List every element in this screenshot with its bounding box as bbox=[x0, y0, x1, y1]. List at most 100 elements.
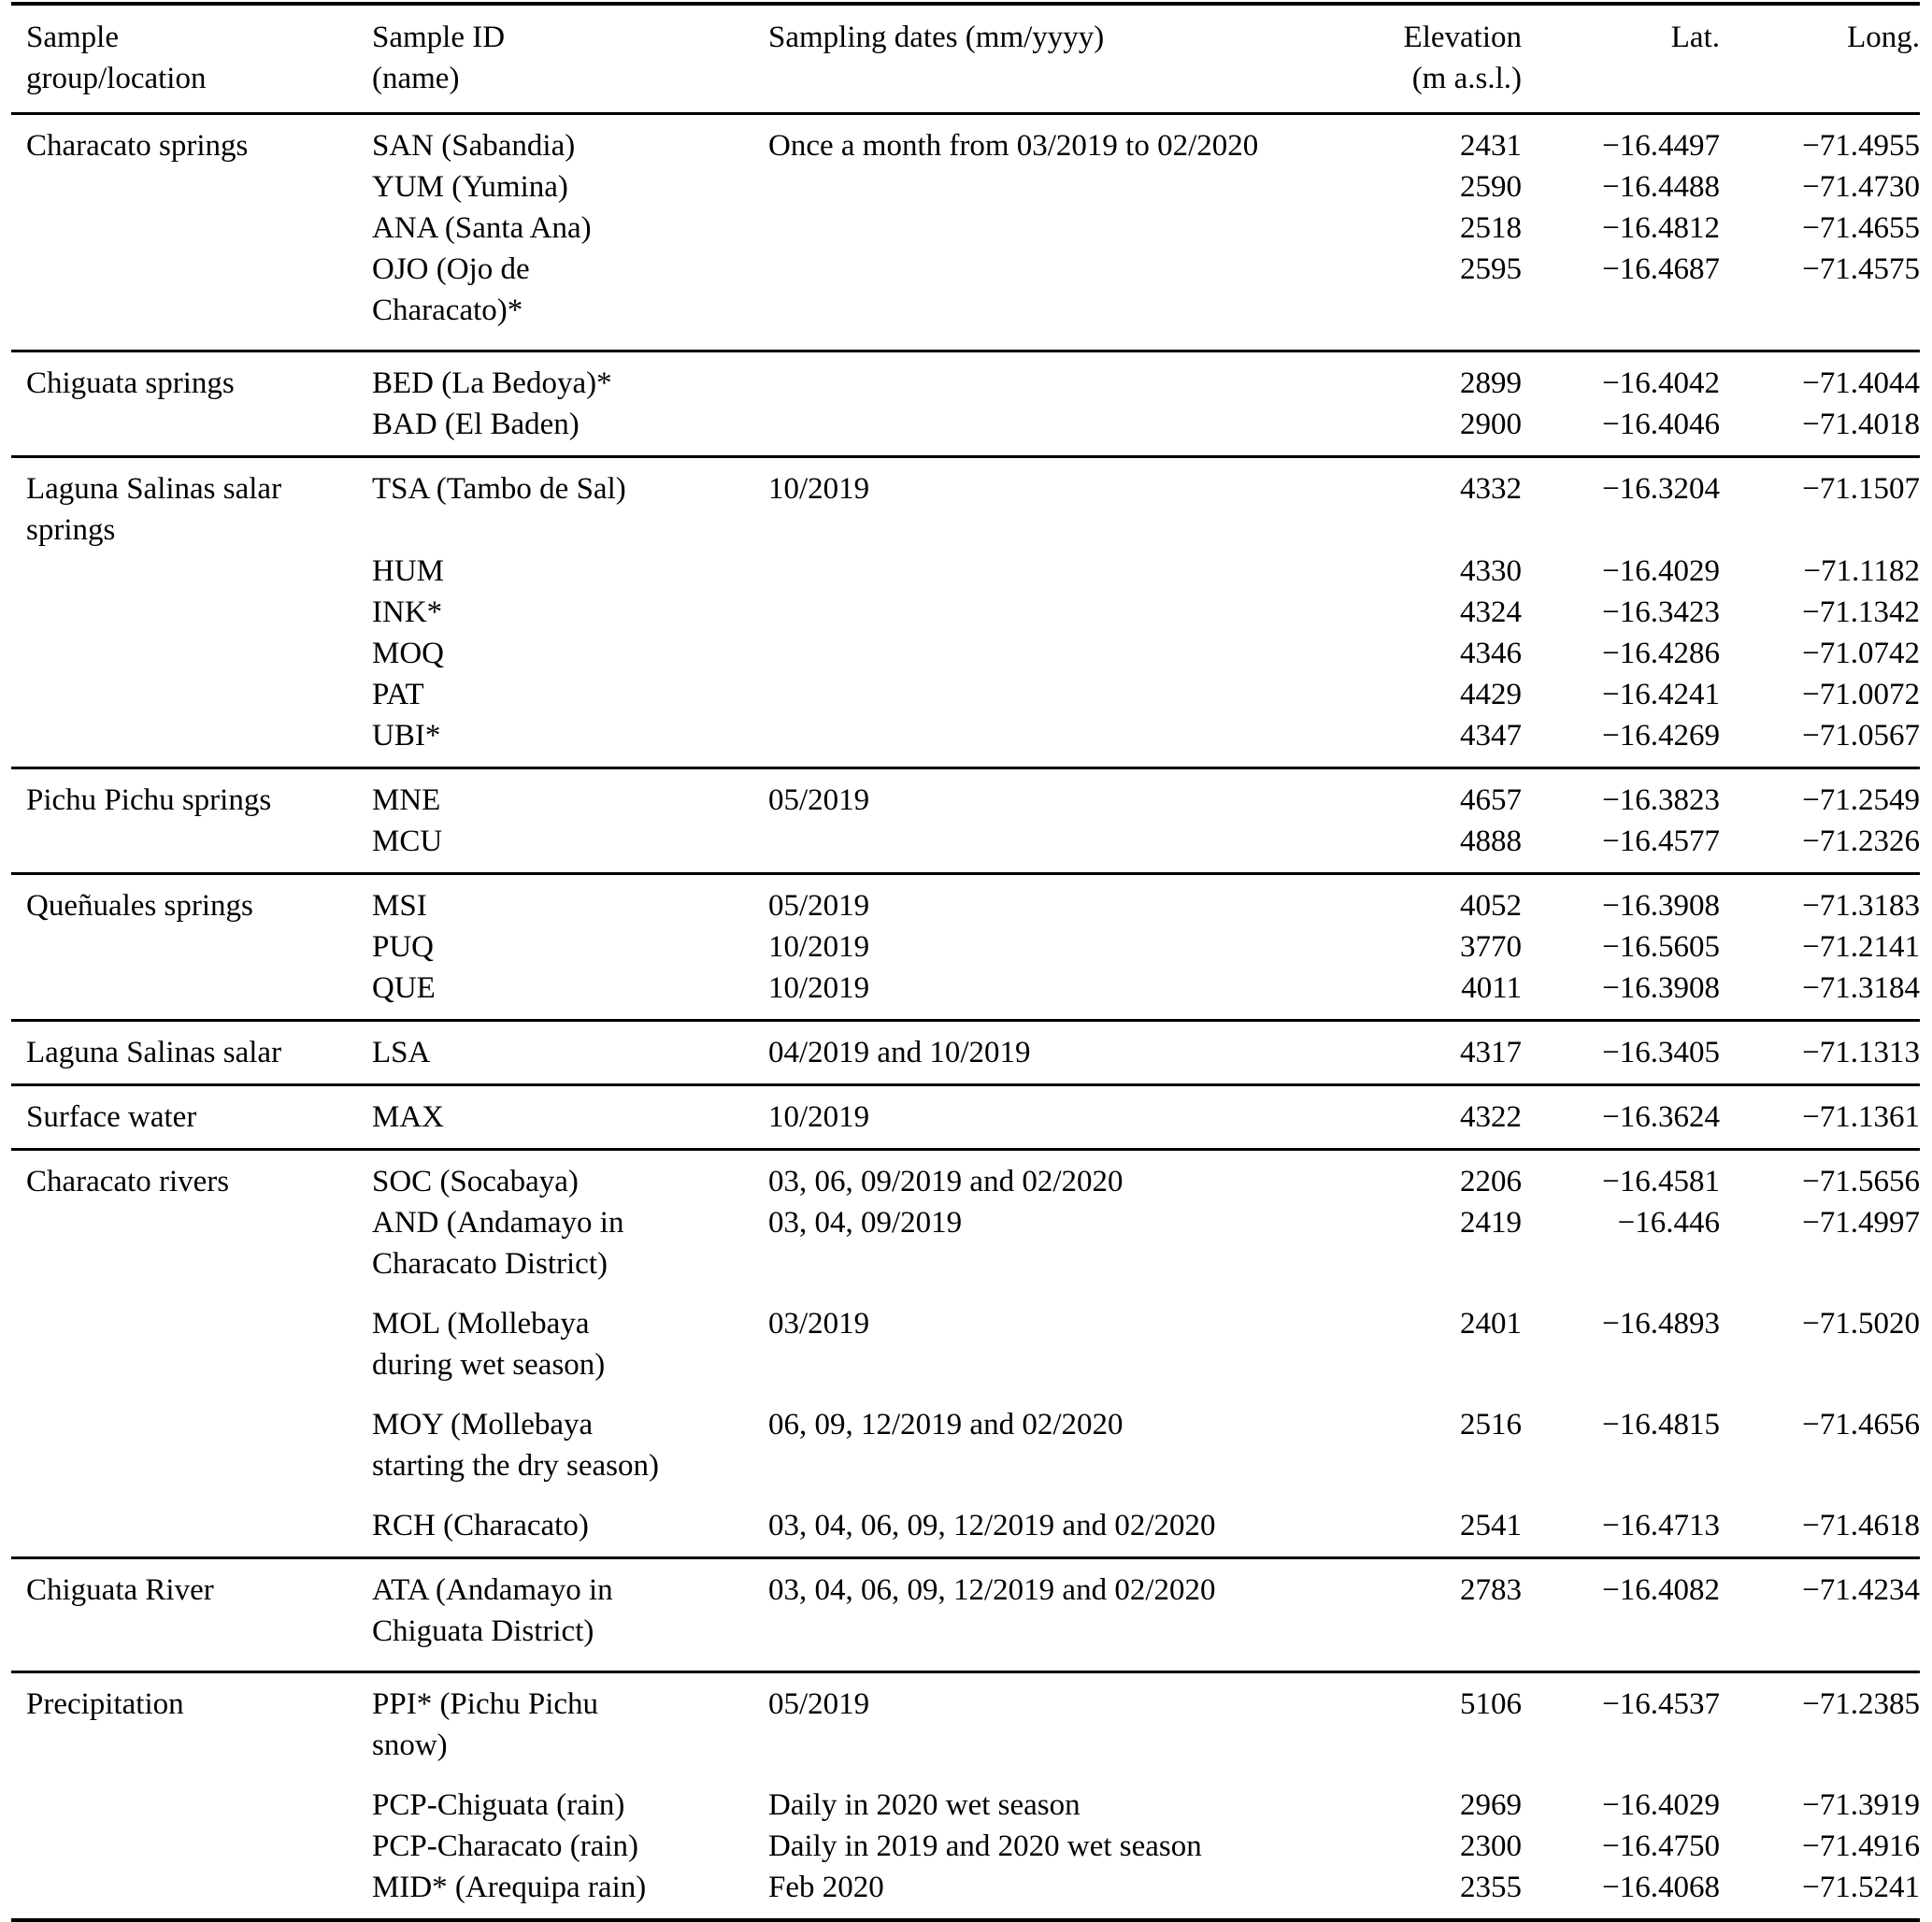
header-long: Long. bbox=[1720, 4, 1920, 115]
table-row: MID* (Arequipa rain) Feb 2020 2355 −16.4… bbox=[11, 1867, 1920, 1920]
cell-long: −71.2549 bbox=[1802, 783, 1920, 817]
cell-elevation: 4052 bbox=[1460, 889, 1522, 923]
sample-group-section: Laguna Salinas salar springs TSA (Tambo … bbox=[11, 456, 1920, 768]
cell-sample-group: Queñuales springs bbox=[26, 889, 253, 923]
cell-long: −71.4044 bbox=[1802, 366, 1920, 400]
cell-sampling-dates: Daily in 2019 and 2020 wet season bbox=[768, 1829, 1202, 1863]
cell-long: −71.1342 bbox=[1802, 595, 1920, 629]
cell-elevation: 2969 bbox=[1460, 1788, 1522, 1822]
cell-sampling-dates: Daily in 2020 wet season bbox=[768, 1788, 1080, 1822]
cell-lat: −16.4497 bbox=[1602, 129, 1720, 163]
cell-long: −71.4655 bbox=[1802, 211, 1920, 245]
cell-elevation: 4657 bbox=[1460, 783, 1522, 817]
cell-sample-id: BED (La Bedoya)* bbox=[372, 366, 612, 400]
cell-sample-id: OJO (Ojo de Characato)* bbox=[372, 252, 530, 327]
table-row: PUQ 10/2019 3770 −16.5605 −71.2141 bbox=[11, 926, 1920, 968]
table-row: ANA (Santa Ana) 2518 −16.4812 −71.4655 bbox=[11, 208, 1920, 249]
cell-sample-id: PPI* (Pichu Pichu snow) bbox=[372, 1687, 599, 1762]
table-row: Laguna Salinas salar LSA 04/2019 and 10/… bbox=[11, 1021, 1920, 1085]
table-row: PCP-Characato (rain) Daily in 2019 and 2… bbox=[11, 1826, 1920, 1867]
cell-sample-group bbox=[11, 1404, 359, 1505]
cell-lat: −16.3204 bbox=[1602, 472, 1720, 506]
cell-long: −71.1361 bbox=[1802, 1100, 1920, 1134]
cell-elevation: 4324 bbox=[1460, 595, 1522, 629]
sample-group-section: Queñuales springs MSI 05/2019 4052 −16.3… bbox=[11, 873, 1920, 1021]
cell-elevation: 2783 bbox=[1460, 1573, 1522, 1607]
cell-long: −71.0072 bbox=[1802, 678, 1920, 711]
cell-sample-group bbox=[11, 551, 359, 592]
sample-group-section: Chiguata River ATA (Andamayo in Chiguata… bbox=[11, 1557, 1920, 1672]
table-row: Surface water MAX 10/2019 4322 −16.3624 … bbox=[11, 1085, 1920, 1150]
cell-elevation: 2516 bbox=[1460, 1408, 1522, 1442]
table-row: MCU 4888 −16.4577 −71.2326 bbox=[11, 821, 1920, 874]
table-row: QUE 10/2019 4011 −16.3908 −71.3184 bbox=[11, 968, 1920, 1021]
table-header: Sample group/location Sample ID (name) S… bbox=[11, 4, 1920, 115]
cell-sample-group bbox=[11, 633, 359, 674]
cell-elevation: 2419 bbox=[1460, 1206, 1522, 1240]
cell-sampling-dates: 06, 09, 12/2019 and 02/2020 bbox=[768, 1408, 1123, 1442]
cell-sample-group bbox=[11, 1303, 359, 1404]
cell-sampling-dates bbox=[755, 633, 1321, 674]
table-row: PCP-Chiguata (rain) Daily in 2020 wet se… bbox=[11, 1785, 1920, 1826]
cell-elevation: 4011 bbox=[1461, 971, 1522, 1005]
cell-long: −71.2326 bbox=[1802, 825, 1920, 858]
cell-sample-id: TSA (Tambo de Sal) bbox=[372, 472, 626, 506]
table-row: Precipitation PPI* (Pichu Pichu snow) 05… bbox=[11, 1672, 1920, 1786]
cell-sampling-dates bbox=[755, 351, 1321, 405]
cell-sample-id: RCH (Characato) bbox=[372, 1509, 589, 1542]
cell-sampling-dates: Feb 2020 bbox=[768, 1871, 884, 1904]
cell-sample-group bbox=[11, 674, 359, 715]
cell-sampling-dates bbox=[755, 551, 1321, 592]
table-row: MOL (Mollebaya during wet season) 03/201… bbox=[11, 1303, 1920, 1404]
cell-sample-id: SOC (Socabaya) bbox=[372, 1165, 579, 1198]
cell-sample-id: UBI* bbox=[372, 719, 441, 753]
table-row: PAT 4429 −16.4241 −71.0072 bbox=[11, 674, 1920, 715]
cell-sampling-dates: 10/2019 bbox=[768, 971, 870, 1005]
cell-lat: −16.4581 bbox=[1602, 1165, 1720, 1198]
sample-group-section: Surface water MAX 10/2019 4322 −16.3624 … bbox=[11, 1084, 1920, 1150]
cell-sampling-dates: 10/2019 bbox=[768, 930, 870, 964]
cell-sample-id: PAT bbox=[372, 678, 424, 711]
cell-lat: −16.4286 bbox=[1602, 637, 1720, 670]
cell-long: −71.0567 bbox=[1802, 719, 1920, 753]
table-row: Characato rivers SOC (Socabaya) 03, 06, … bbox=[11, 1150, 1920, 1203]
cell-elevation: 4346 bbox=[1460, 637, 1522, 670]
cell-sampling-dates bbox=[755, 404, 1321, 457]
header-sample-id: Sample ID (name) bbox=[359, 4, 755, 115]
cell-elevation: 2541 bbox=[1460, 1509, 1522, 1542]
cell-sample-id: LSA bbox=[372, 1036, 431, 1069]
cell-lat: −16.4537 bbox=[1602, 1687, 1720, 1721]
cell-long: −71.5656 bbox=[1802, 1165, 1920, 1198]
cell-sample-id: HUM bbox=[372, 554, 445, 588]
cell-sample-group bbox=[11, 1785, 359, 1826]
cell-long: −71.1182 bbox=[1803, 554, 1920, 588]
cell-sampling-dates: 05/2019 bbox=[768, 783, 870, 817]
cell-sampling-dates bbox=[755, 592, 1321, 633]
cell-sample-id: MNE bbox=[372, 783, 441, 817]
cell-sample-group bbox=[11, 208, 359, 249]
cell-long: −71.1313 bbox=[1802, 1036, 1920, 1069]
cell-lat: −16.4068 bbox=[1602, 1871, 1720, 1904]
cell-sample-group bbox=[11, 968, 359, 1021]
cell-sampling-dates: 03/2019 bbox=[768, 1307, 870, 1341]
cell-lat: −16.4241 bbox=[1602, 678, 1720, 711]
cell-elevation: 2518 bbox=[1460, 211, 1522, 245]
sample-group-section: Pichu Pichu springs MNE 05/2019 4657 −16… bbox=[11, 767, 1920, 874]
cell-lat: −16.4713 bbox=[1602, 1509, 1720, 1542]
cell-elevation: 5106 bbox=[1460, 1687, 1522, 1721]
cell-long: −71.4018 bbox=[1802, 408, 1920, 441]
cell-lat: −16.4893 bbox=[1602, 1307, 1720, 1341]
cell-lat: −16.4687 bbox=[1602, 252, 1720, 286]
header-sample-group: Sample group/location bbox=[11, 4, 359, 115]
cell-elevation: 2590 bbox=[1460, 170, 1522, 204]
cell-sample-group: Precipitation bbox=[26, 1687, 184, 1721]
cell-sample-id: QUE bbox=[372, 971, 436, 1005]
cell-elevation: 4322 bbox=[1460, 1100, 1522, 1134]
cell-sample-id: PCP-Characato (rain) bbox=[372, 1829, 638, 1863]
cell-sample-group: Chiguata River bbox=[26, 1573, 214, 1607]
sample-group-section: Characato rivers SOC (Socabaya) 03, 06, … bbox=[11, 1149, 1920, 1558]
cell-lat: −16.4082 bbox=[1602, 1573, 1720, 1607]
cell-sampling-dates: 05/2019 bbox=[768, 889, 870, 923]
cell-sample-id: INK* bbox=[372, 595, 443, 629]
cell-sampling-dates bbox=[755, 208, 1321, 249]
